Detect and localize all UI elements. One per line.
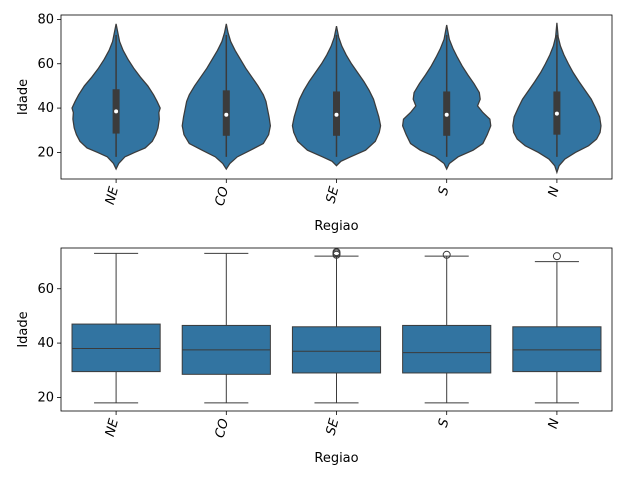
- box-n: [512, 326, 602, 373]
- y-tick-label: 40: [37, 101, 54, 116]
- x-axis-label: Regiao: [314, 219, 358, 234]
- x-tick-label-s: S: [436, 185, 453, 197]
- box-outlier-se: [332, 248, 341, 257]
- violin-median-co: [224, 112, 229, 117]
- violin-plot-panel: 20 40 60 80 NE CO SE S N Regiao Idade: [16, 12, 613, 234]
- y-tick-label: 40: [37, 336, 54, 351]
- x-tick-label-n: N: [546, 417, 563, 431]
- x-tick-label-se: SE: [324, 416, 343, 437]
- x-tick-label-n: N: [546, 185, 563, 199]
- y-tick-label: 60: [37, 57, 54, 72]
- x-tick-label-co: CO: [213, 185, 232, 208]
- box-outlier-s: [442, 250, 451, 259]
- y-tick-label: 20: [37, 390, 54, 405]
- y-axis-label: Idade: [16, 311, 31, 347]
- violin-median-n: [554, 111, 559, 116]
- violin-median-ne: [114, 109, 119, 114]
- x-axis-label: Regiao: [314, 451, 358, 466]
- box-plot-panel: 20 40 60 NE CO SE S N Regiao Idade: [16, 247, 613, 466]
- violin-median-s: [444, 112, 449, 117]
- y-tick-label: 60: [37, 282, 54, 297]
- x-tick-label-ne: NE: [103, 184, 122, 206]
- x-tick-label-co: CO: [213, 417, 232, 440]
- box-se: [291, 326, 382, 374]
- x-tick-label-s: S: [436, 417, 453, 429]
- x-tick-label-se: SE: [324, 184, 343, 205]
- x-tick-label-ne: NE: [103, 416, 122, 438]
- box-ne: [71, 323, 161, 373]
- y-tick-label: 80: [37, 12, 54, 27]
- box-s: [402, 324, 492, 374]
- y-axis-label: Idade: [16, 79, 31, 115]
- violin-median-se: [334, 112, 339, 117]
- box-outlier-n: [552, 252, 561, 261]
- y-tick-label: 20: [37, 145, 54, 160]
